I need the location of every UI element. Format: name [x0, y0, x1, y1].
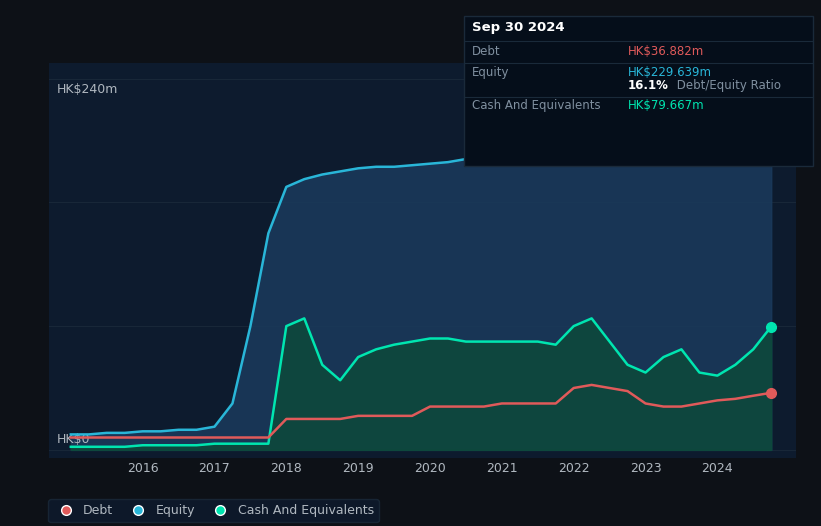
Text: 16.1%: 16.1%	[628, 79, 669, 93]
Text: Debt: Debt	[472, 45, 501, 58]
Text: Debt/Equity Ratio: Debt/Equity Ratio	[673, 79, 782, 93]
Text: HK$240m: HK$240m	[57, 83, 118, 96]
Text: Sep 30 2024: Sep 30 2024	[472, 21, 565, 34]
Text: HK$36.882m: HK$36.882m	[628, 45, 704, 58]
Legend: Debt, Equity, Cash And Equivalents: Debt, Equity, Cash And Equivalents	[48, 499, 379, 522]
Text: HK$79.667m: HK$79.667m	[628, 99, 704, 113]
Text: Equity: Equity	[472, 66, 510, 79]
Text: HK$229.639m: HK$229.639m	[628, 66, 712, 79]
Text: HK$0: HK$0	[57, 433, 90, 446]
Text: Cash And Equivalents: Cash And Equivalents	[472, 99, 601, 113]
